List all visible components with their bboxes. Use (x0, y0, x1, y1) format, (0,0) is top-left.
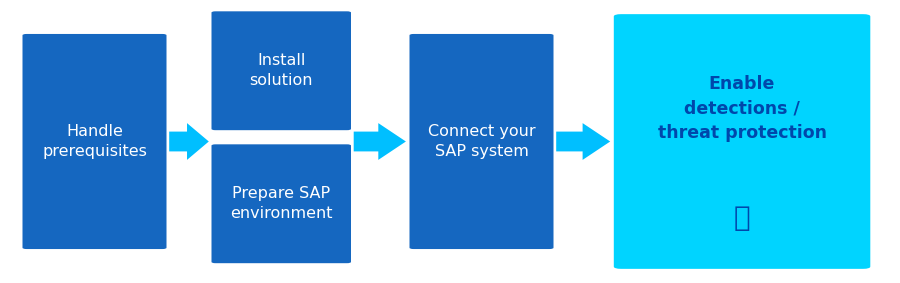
Text: Handle
prerequisites: Handle prerequisites (42, 124, 147, 159)
FancyBboxPatch shape (614, 14, 870, 269)
Text: Install
solution: Install solution (249, 53, 313, 89)
FancyBboxPatch shape (22, 34, 166, 249)
Polygon shape (354, 123, 406, 160)
Text: ⛨: ⛨ (734, 204, 751, 232)
Text: Enable
detections /
threat protection: Enable detections / threat protection (658, 75, 826, 142)
Polygon shape (169, 123, 209, 160)
Polygon shape (556, 123, 610, 160)
FancyBboxPatch shape (212, 11, 351, 130)
Text: Prepare SAP
environment: Prepare SAP environment (230, 186, 332, 222)
FancyBboxPatch shape (212, 144, 351, 263)
FancyBboxPatch shape (410, 34, 554, 249)
Text: Connect your
SAP system: Connect your SAP system (428, 124, 536, 159)
